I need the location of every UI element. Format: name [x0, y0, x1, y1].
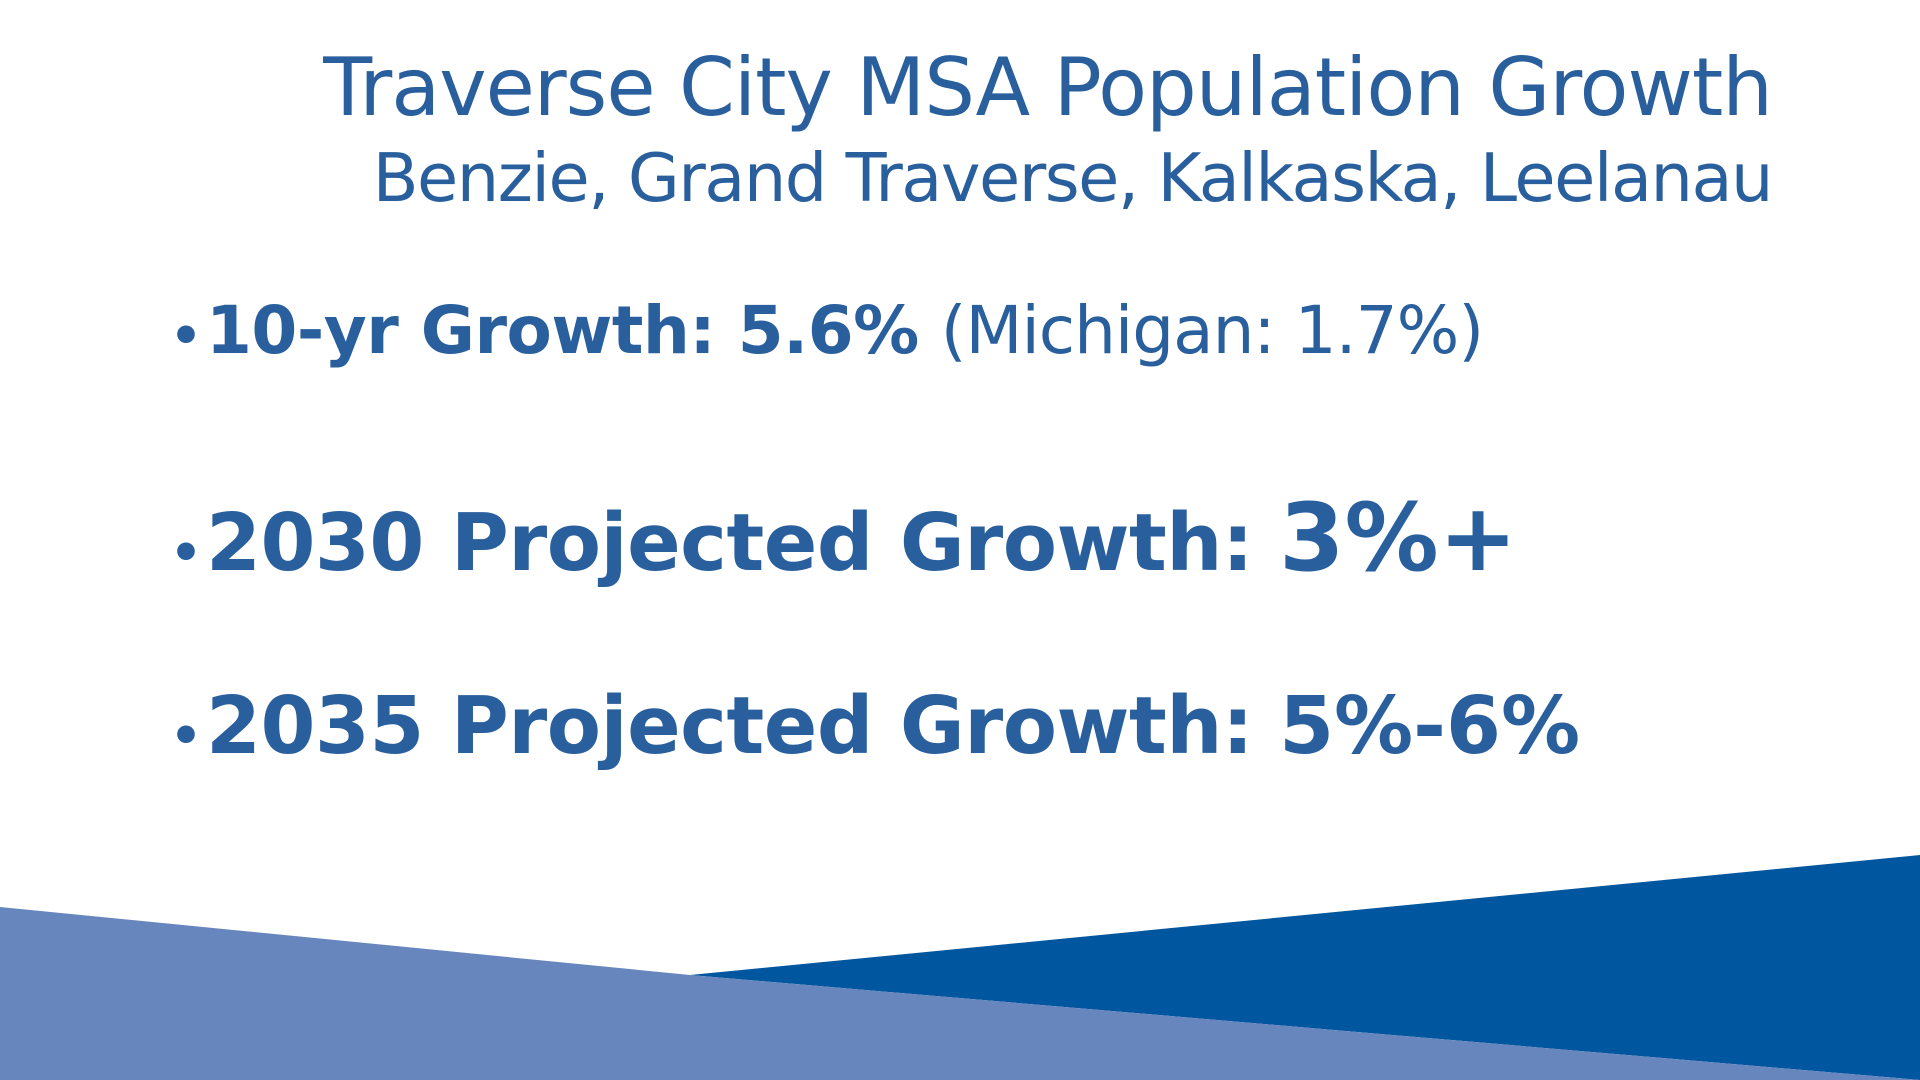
dark-blue-wedge	[690, 855, 1920, 1080]
bullet-marker: •	[170, 307, 202, 365]
slide-subtitle: Benzie, Grand Traverse, Kalkaska, Leelan…	[372, 139, 1774, 217]
bullet-2030-projection: • 2030 Projected Growth: 3%+	[170, 484, 1517, 593]
slide-title: Traverse City MSA Population Growth	[323, 41, 1773, 134]
light-blue-wedge	[0, 907, 1920, 1080]
bullet-2035-projection: • 2035 Projected Growth: 5%-6%	[170, 680, 1580, 772]
2030-projection-value: 3%+	[1279, 484, 1518, 593]
title-block: Traverse City MSA Population Growth Benz…	[323, 38, 1774, 218]
2030-projection-label: 2030 Projected Growth:	[206, 497, 1254, 589]
2035-projection-value: 5%-6%	[1279, 680, 1581, 772]
michigan-comparison-note: (Michigan: 1.7%)	[940, 292, 1484, 369]
bullet-ten-year-growth: • 10-yr Growth: 5.6% (Michigan: 1.7%)	[170, 292, 1484, 369]
bullet-marker: •	[170, 524, 202, 582]
2035-projection-label: 2035 Projected Growth:	[206, 680, 1254, 772]
bullet-marker: •	[170, 707, 202, 765]
ten-year-growth-label: 10-yr Growth: 5.6%	[206, 292, 919, 369]
